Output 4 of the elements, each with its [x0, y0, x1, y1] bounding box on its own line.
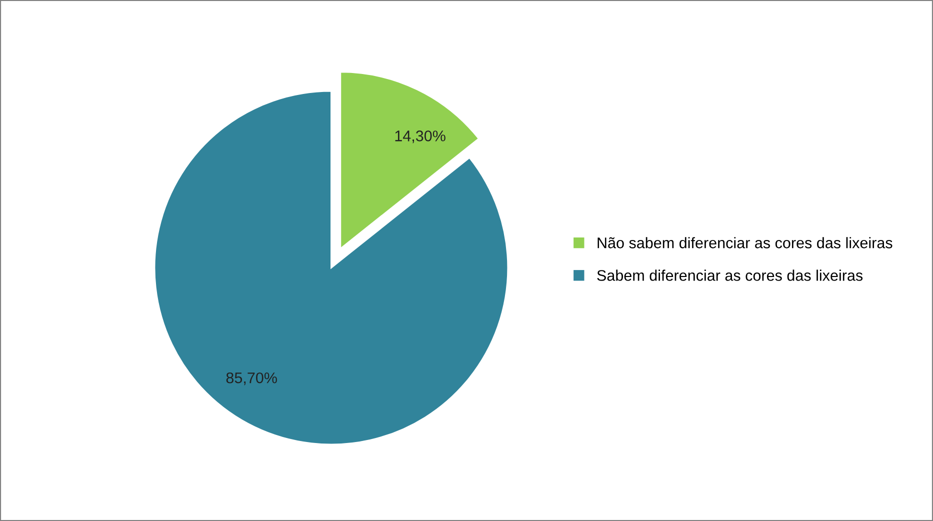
- legend-label: Não sabem diferenciar as cores das lixeiras: [598, 237, 892, 248]
- data-label: 14,30%: [395, 130, 446, 144]
- data-label: 85,70%: [226, 372, 277, 386]
- legend-label: Sabem diferenciar as cores das lixeiras: [597, 270, 863, 281]
